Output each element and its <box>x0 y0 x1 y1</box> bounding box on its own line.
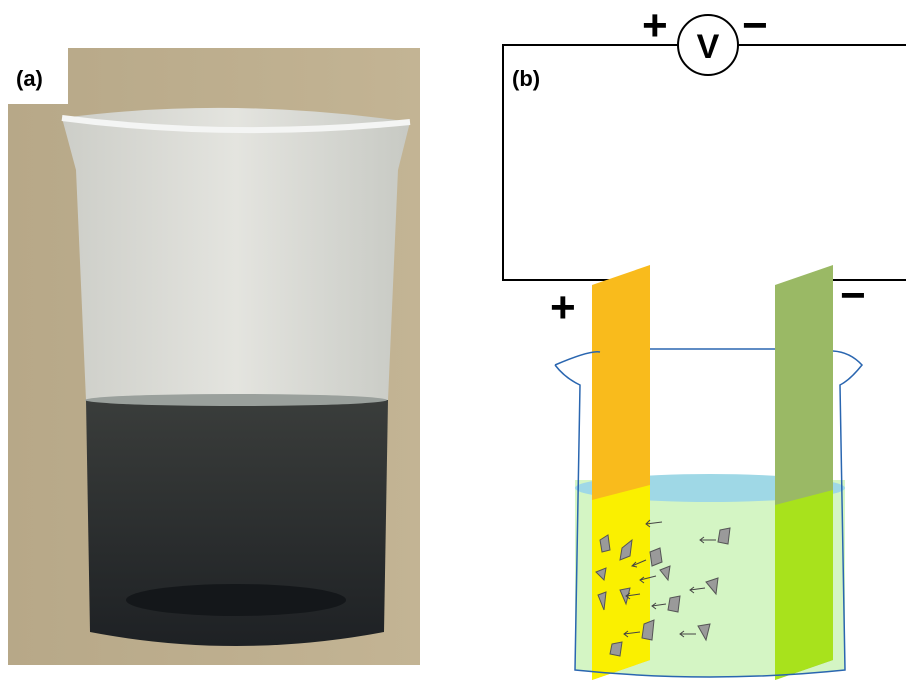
electrode-sign-plus: + <box>550 283 576 332</box>
cathode-immersed <box>775 490 833 680</box>
circuit-sign-plus: + <box>642 1 668 50</box>
page: (a) (b) V + − + − <box>0 0 906 684</box>
sediment <box>126 584 346 616</box>
voltmeter-label: V <box>697 28 720 66</box>
circuit-sign-minus: − <box>742 1 768 50</box>
flake <box>668 596 680 612</box>
electrode-sign-minus: − <box>840 271 866 320</box>
beaker-glass <box>62 108 410 400</box>
panel-label: (a) <box>16 66 43 91</box>
liquid-surface <box>85 394 387 406</box>
flake <box>718 528 730 544</box>
panel-label: (b) <box>512 66 540 91</box>
figure: (a) (b) V + − + − <box>0 0 906 684</box>
flake <box>610 642 622 656</box>
circuit-wire <box>503 45 906 280</box>
diagram-panel: (b) V + − + − <box>503 1 906 680</box>
photo-panel: (a) <box>8 48 420 665</box>
